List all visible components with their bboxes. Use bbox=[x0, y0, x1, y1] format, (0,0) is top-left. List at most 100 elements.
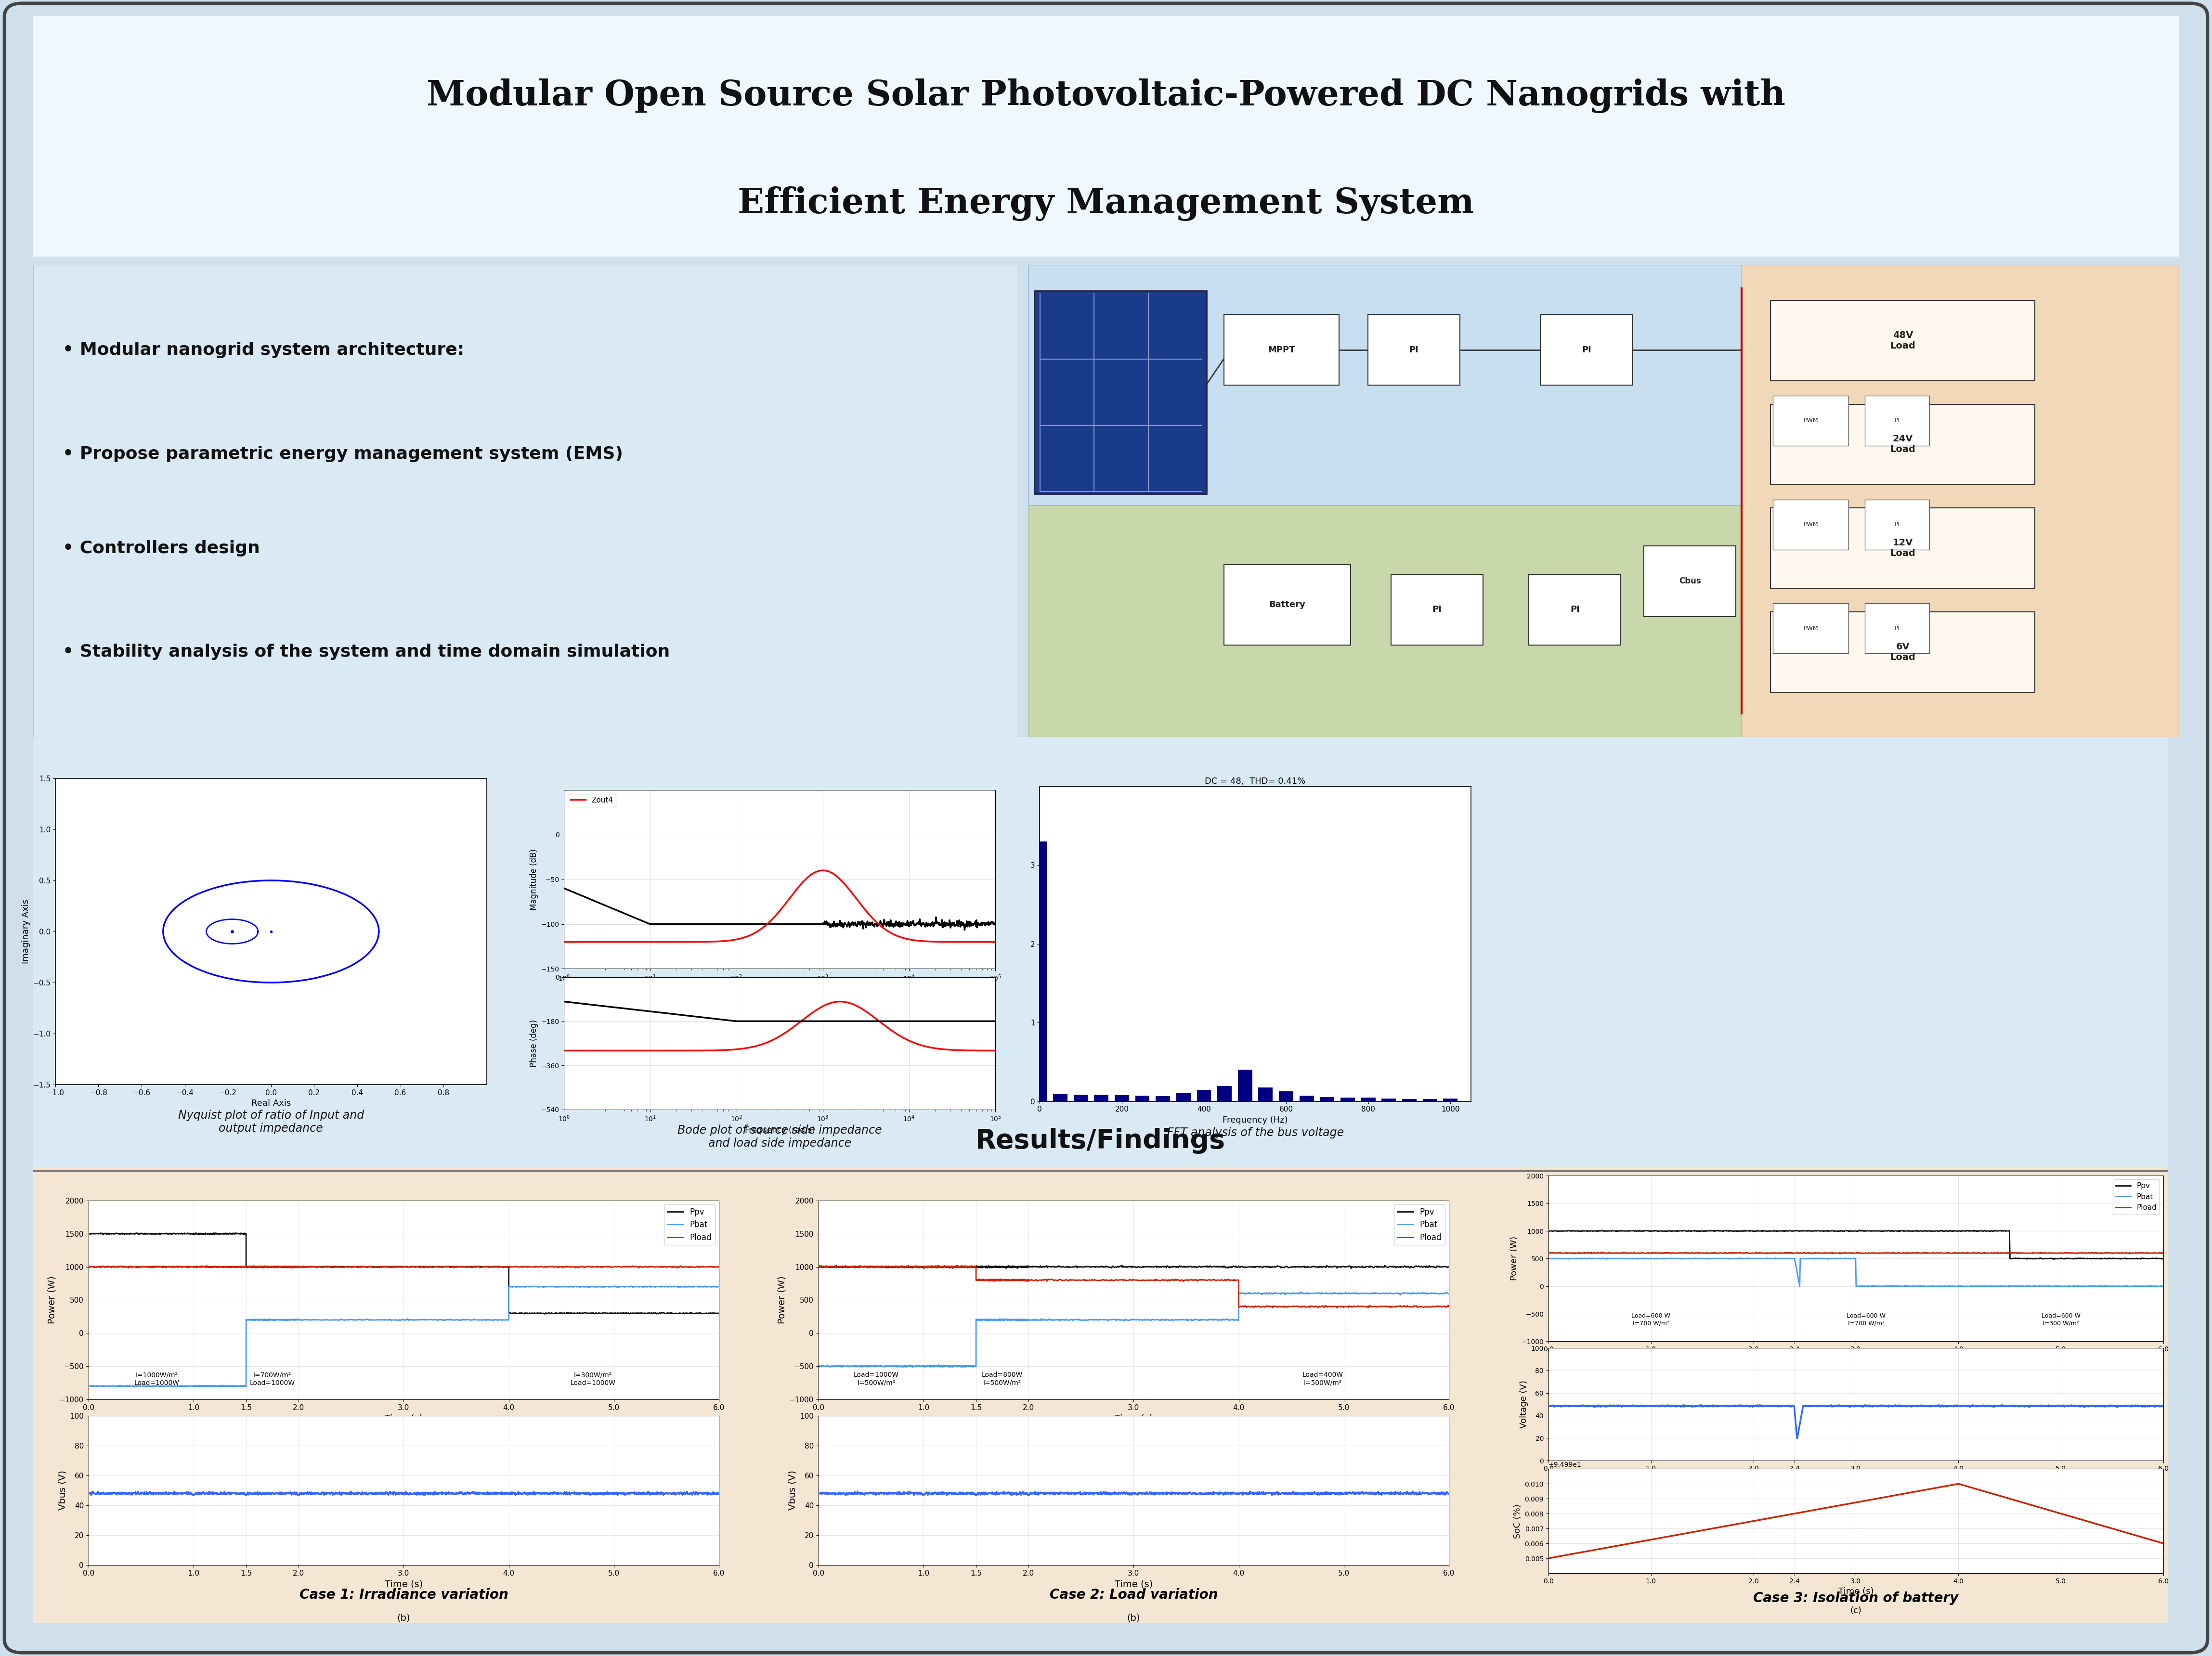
Pbat bbox=[805, 1356, 832, 1376]
Text: Case 3: Isolation of battery: Case 3: Isolation of battery bbox=[1754, 1591, 1958, 1605]
Pbat bbox=[2150, 1277, 2177, 1297]
Pbat bbox=[246, 1310, 272, 1330]
Pload bbox=[239, 1257, 265, 1277]
FancyBboxPatch shape bbox=[1540, 315, 1632, 386]
X-axis label: Time (s): Time (s) bbox=[1838, 1475, 1874, 1484]
Text: PI: PI bbox=[1893, 417, 1900, 424]
Text: • Stability analysis of the system and time domain simulation: • Stability analysis of the system and t… bbox=[62, 644, 670, 661]
Pbat bbox=[276, 1310, 303, 1330]
Bar bbox=[1177, 1093, 1190, 1101]
Text: 24V
Load: 24V Load bbox=[1889, 434, 1916, 454]
FancyBboxPatch shape bbox=[1865, 500, 1929, 550]
Text: PI: PI bbox=[1571, 604, 1579, 614]
Text: 6V
Load: 6V Load bbox=[1889, 643, 1916, 662]
Title: (b): (b) bbox=[1849, 1495, 1863, 1504]
Title: (a): (a) bbox=[398, 1447, 409, 1457]
Pbat bbox=[239, 1310, 265, 1330]
Pbat bbox=[1743, 1249, 1770, 1268]
Ppv bbox=[276, 1257, 303, 1277]
Bar bbox=[1155, 1096, 1170, 1101]
Pload bbox=[1743, 1244, 1770, 1264]
Pbat bbox=[1535, 1249, 1562, 1268]
Zout4 bbox=[810, 861, 836, 881]
FancyBboxPatch shape bbox=[1528, 575, 1621, 644]
Ppv bbox=[1436, 1257, 1462, 1277]
FancyBboxPatch shape bbox=[1770, 404, 2035, 485]
Zout4 bbox=[825, 869, 852, 889]
Pbat bbox=[250, 1310, 276, 1330]
Bar bbox=[1279, 1091, 1294, 1101]
Text: Cbus: Cbus bbox=[1679, 576, 1701, 586]
FancyBboxPatch shape bbox=[1772, 603, 1849, 654]
FancyBboxPatch shape bbox=[33, 737, 2168, 1167]
Pload bbox=[1436, 1297, 1462, 1317]
Title: (b): (b) bbox=[1128, 1613, 1139, 1623]
FancyBboxPatch shape bbox=[4, 3, 2208, 1653]
Title: DC = 48,  THD= 0.41%: DC = 48, THD= 0.41% bbox=[1206, 777, 1305, 787]
Zout4 bbox=[982, 932, 1009, 952]
X-axis label: Time (s): Time (s) bbox=[385, 1414, 422, 1423]
Ppv bbox=[1803, 1220, 1829, 1240]
Ppv bbox=[975, 1257, 1002, 1277]
Text: PI: PI bbox=[1409, 346, 1418, 354]
Bar bbox=[1073, 1095, 1088, 1101]
Bar bbox=[1033, 841, 1046, 1101]
Pload bbox=[975, 1270, 1002, 1290]
Pbat bbox=[980, 1310, 1006, 1330]
Pbat bbox=[137, 1376, 164, 1396]
Text: Results/Findings: Results/Findings bbox=[975, 1128, 1225, 1154]
Text: • Controllers design: • Controllers design bbox=[62, 540, 261, 556]
Ppv bbox=[969, 1257, 995, 1277]
Y-axis label: SoC (%): SoC (%) bbox=[1513, 1504, 1522, 1538]
Pload bbox=[1803, 1244, 1829, 1264]
Text: Case 1: Irradiance variation: Case 1: Irradiance variation bbox=[299, 1588, 509, 1601]
Y-axis label: Imaginary Axis: Imaginary Axis bbox=[22, 899, 31, 964]
Pbat bbox=[1725, 1249, 1752, 1268]
Pbat bbox=[1871, 1277, 1898, 1297]
Pload bbox=[1871, 1244, 1898, 1264]
Zout4 bbox=[814, 861, 841, 881]
Bar bbox=[1402, 1100, 1416, 1101]
Line: Ppv: Ppv bbox=[818, 1265, 1449, 1268]
Ppv bbox=[805, 1257, 832, 1277]
Zout4 bbox=[878, 924, 905, 944]
Pload bbox=[867, 1257, 894, 1277]
Ppv bbox=[1006, 1257, 1033, 1277]
Bar bbox=[1340, 1098, 1356, 1101]
Pload bbox=[664, 1259, 690, 1278]
FancyBboxPatch shape bbox=[33, 265, 1018, 737]
Pload bbox=[195, 1255, 221, 1275]
Title: (c): (c) bbox=[1849, 1606, 1863, 1615]
X-axis label: Frequency (Hz): Frequency (Hz) bbox=[1223, 1116, 1287, 1124]
Zout4 bbox=[922, 932, 949, 952]
FancyBboxPatch shape bbox=[1644, 546, 1736, 616]
Line: Pbat: Pbat bbox=[818, 1292, 1449, 1368]
FancyBboxPatch shape bbox=[1391, 575, 1482, 644]
Line: Pload: Pload bbox=[818, 1265, 1449, 1308]
Y-axis label: Power (W): Power (W) bbox=[46, 1277, 58, 1323]
Line: Ppv: Ppv bbox=[88, 1234, 719, 1313]
FancyBboxPatch shape bbox=[1770, 300, 2035, 381]
Ppv bbox=[1847, 1220, 1874, 1240]
X-axis label: Time (s): Time (s) bbox=[385, 1580, 422, 1588]
Line: Pbat: Pbat bbox=[1548, 1259, 2163, 1287]
Line: Zout4: Zout4 bbox=[564, 871, 995, 942]
Ppv bbox=[1858, 1220, 1885, 1240]
FancyBboxPatch shape bbox=[1029, 505, 1741, 737]
Pbat bbox=[845, 1356, 872, 1376]
Zout4 bbox=[577, 932, 604, 952]
FancyBboxPatch shape bbox=[1865, 396, 1929, 445]
Bar bbox=[1115, 1095, 1128, 1101]
Pload bbox=[1893, 1244, 1920, 1264]
Y-axis label: Vbus (V): Vbus (V) bbox=[787, 1471, 796, 1510]
Text: PI: PI bbox=[1893, 626, 1900, 631]
Text: Nyquist plot of ratio of Input and
output impedance: Nyquist plot of ratio of Input and outpu… bbox=[177, 1110, 365, 1134]
Text: PI: PI bbox=[1582, 346, 1590, 354]
Pload bbox=[1006, 1270, 1033, 1290]
Pbat bbox=[139, 1376, 166, 1396]
Bar bbox=[1197, 1090, 1212, 1101]
Ppv bbox=[867, 1257, 894, 1277]
Pbat bbox=[1006, 1310, 1033, 1330]
Y-axis label: Magnitude (dB): Magnitude (dB) bbox=[529, 848, 538, 911]
FancyBboxPatch shape bbox=[1029, 265, 1741, 505]
